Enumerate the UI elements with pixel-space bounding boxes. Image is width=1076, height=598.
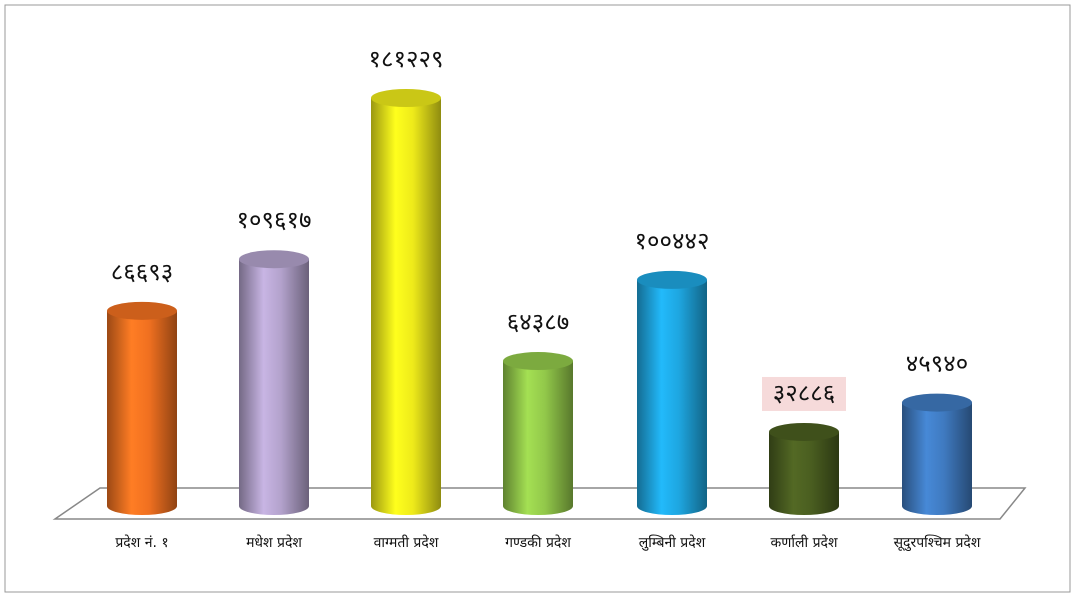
bar xyxy=(107,301,177,515)
value-label: ४५९४० xyxy=(906,350,968,378)
value-label: १०९६१७ xyxy=(237,206,312,234)
x-tick-label: मधेश प्रदेश xyxy=(246,535,302,551)
x-tick-label: लुम्बिनी प्रदेश xyxy=(638,535,706,551)
x-tick-label: वाग्मती प्रदेश xyxy=(373,535,439,551)
value-label: ६४३८७ xyxy=(507,308,569,336)
bar xyxy=(371,89,441,515)
bar xyxy=(902,393,972,515)
bar xyxy=(503,352,573,515)
x-tick-label: कर्णाली प्रदेश xyxy=(770,535,838,551)
value-label: ३२८८६ xyxy=(773,379,835,407)
bar xyxy=(239,250,309,515)
bar xyxy=(769,422,839,515)
bar xyxy=(637,270,707,515)
value-label: ८६६९३ xyxy=(111,258,173,286)
value-label: १००४४२ xyxy=(635,227,710,255)
x-tick-label: गण्डकी प्रदेश xyxy=(505,535,571,551)
value-label: १८१२२९ xyxy=(369,45,444,73)
x-tick-label: प्रदेश नं. १ xyxy=(115,535,169,551)
x-tick-label: सूदुरपश्चिम प्रदेश xyxy=(893,535,981,551)
label-highlight xyxy=(762,376,846,411)
